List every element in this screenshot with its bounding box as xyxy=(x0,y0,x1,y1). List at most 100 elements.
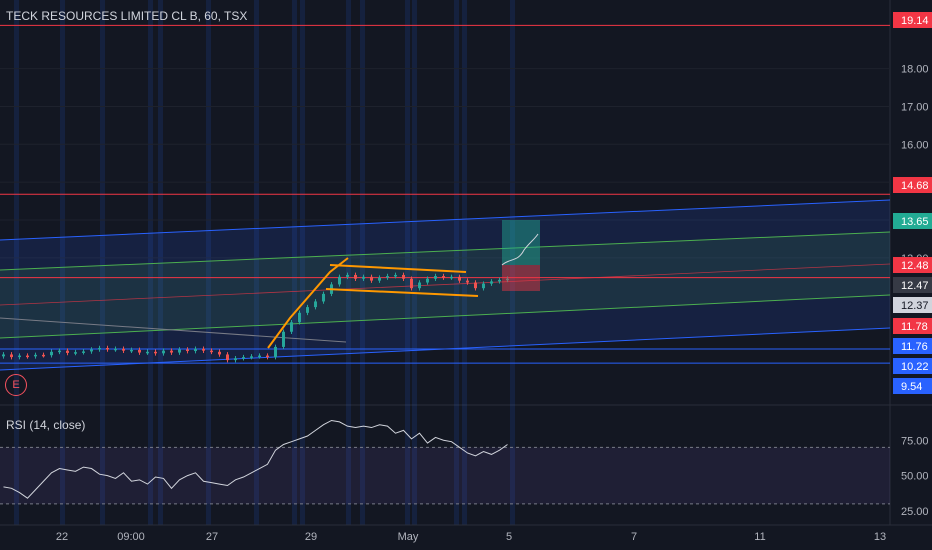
candle xyxy=(346,274,349,277)
stop-zone xyxy=(502,265,540,291)
candle xyxy=(378,277,381,281)
candle xyxy=(234,358,237,361)
candle xyxy=(490,281,493,284)
candle xyxy=(274,346,277,358)
flag-bottom-drawing xyxy=(325,288,479,297)
candle xyxy=(306,307,309,313)
candle xyxy=(18,355,21,358)
time-tick-label: 7 xyxy=(631,531,637,543)
candle xyxy=(146,351,149,354)
session-band xyxy=(454,0,459,525)
inner-lower xyxy=(0,294,891,339)
time-tick-label: 22 xyxy=(56,531,68,543)
time-tick-label: May xyxy=(398,531,419,543)
time-tick-label: 09:00 xyxy=(117,531,145,543)
candle xyxy=(50,351,53,356)
candle xyxy=(138,349,141,353)
session-band xyxy=(158,0,163,525)
trend-line xyxy=(0,317,347,343)
channel-upper xyxy=(0,199,891,241)
candle xyxy=(266,355,269,358)
candle xyxy=(250,356,253,358)
price-label-box xyxy=(893,338,932,354)
candle xyxy=(498,279,501,282)
price-tick-label: 16.00 xyxy=(901,139,929,151)
candle xyxy=(170,350,173,353)
price-label-box xyxy=(893,277,932,293)
price-label-box xyxy=(893,358,932,374)
time-tick-label: 29 xyxy=(305,531,317,543)
rsi-tick-label: 75.00 xyxy=(901,435,929,447)
candle xyxy=(370,276,373,281)
candle xyxy=(298,312,301,323)
price-label-box xyxy=(893,177,932,193)
candle xyxy=(74,352,77,354)
candle xyxy=(162,350,165,354)
price-label: 9.54 xyxy=(901,381,922,393)
candle xyxy=(58,350,61,353)
candle xyxy=(506,278,509,281)
earnings-badge[interactable]: E xyxy=(5,374,27,396)
candle xyxy=(418,282,421,289)
time-tick-label: 11 xyxy=(754,531,765,543)
candle xyxy=(194,348,197,352)
target-zone xyxy=(502,220,540,265)
candle xyxy=(218,351,221,355)
candle xyxy=(458,276,461,281)
session-band xyxy=(346,0,351,525)
price-label: 10.22 xyxy=(901,361,929,373)
rsi-tick-label: 25.00 xyxy=(901,506,929,518)
candle xyxy=(450,276,453,279)
candle xyxy=(466,280,469,283)
session-band xyxy=(412,0,417,525)
candle xyxy=(354,274,357,279)
price-label-box xyxy=(893,12,932,28)
candle xyxy=(242,357,245,359)
candle xyxy=(410,278,413,289)
price-label-box xyxy=(893,297,932,313)
candle xyxy=(258,355,261,358)
session-band xyxy=(254,0,259,525)
candle xyxy=(90,349,93,352)
price-tick-label: 17.00 xyxy=(901,101,929,113)
candle xyxy=(154,351,157,354)
candle xyxy=(2,354,5,357)
candle xyxy=(202,348,205,351)
candle xyxy=(474,282,477,289)
candle xyxy=(178,349,181,353)
candle xyxy=(322,293,325,302)
candle xyxy=(66,350,69,353)
rsi-band xyxy=(0,447,890,504)
session-band xyxy=(100,0,105,525)
candle xyxy=(34,354,37,357)
session-band xyxy=(14,0,19,525)
price-label-box xyxy=(893,213,932,229)
candle xyxy=(42,354,45,357)
session-band xyxy=(360,0,365,525)
candle xyxy=(106,348,109,350)
price-label-box xyxy=(893,318,932,334)
price-label: 12.47 xyxy=(901,280,929,292)
price-label: 12.48 xyxy=(901,260,929,272)
session-band xyxy=(60,0,65,525)
mid-line xyxy=(0,263,891,306)
time-tick-label: 27 xyxy=(206,531,218,543)
candle xyxy=(482,283,485,289)
time-tick-label: 5 xyxy=(506,531,512,543)
candle xyxy=(338,276,341,285)
session-band xyxy=(148,0,153,525)
candle xyxy=(434,276,437,279)
candle xyxy=(290,322,293,332)
price-label: 13.65 xyxy=(901,216,929,228)
candle xyxy=(402,274,405,279)
session-band xyxy=(206,0,211,525)
time-tick-label: 13 xyxy=(874,531,886,543)
candle xyxy=(26,355,29,358)
session-band xyxy=(300,0,305,525)
candle xyxy=(386,276,389,278)
candle xyxy=(394,274,397,277)
candle xyxy=(10,354,13,358)
chart-title: TECK RESOURCES LIMITED CL B, 60, TSX xyxy=(6,9,248,23)
